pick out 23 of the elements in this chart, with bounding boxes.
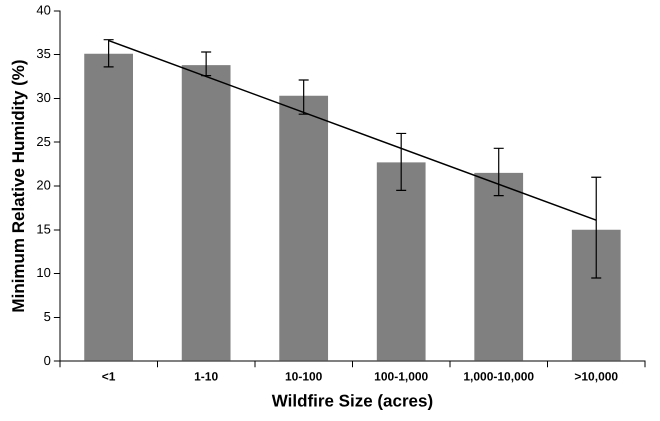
bar bbox=[84, 54, 134, 361]
y-tick-label: 15 bbox=[36, 221, 51, 236]
y-tick-label: 25 bbox=[36, 134, 51, 149]
y-tick-label: 5 bbox=[44, 308, 51, 324]
bar bbox=[572, 230, 621, 361]
x-axis-title: Wildfire Size (acres) bbox=[272, 391, 434, 410]
x-tick-label: 1-10 bbox=[194, 370, 218, 384]
y-tick-label: 20 bbox=[36, 178, 51, 193]
y-tick-label: 40 bbox=[36, 2, 51, 18]
x-tick-label: 10-100 bbox=[284, 370, 323, 384]
y-tick-label: 10 bbox=[36, 265, 51, 280]
bar bbox=[376, 162, 426, 361]
bar bbox=[182, 65, 231, 361]
y-tick-label: 30 bbox=[36, 90, 51, 105]
x-tick-label: 1,000-10,000 bbox=[463, 370, 534, 384]
y-tick-label: 35 bbox=[36, 46, 51, 62]
x-tick-label: <1 bbox=[102, 370, 116, 384]
x-tick-label: >10,000 bbox=[574, 370, 618, 384]
bar bbox=[279, 96, 328, 361]
y-axis-title: Minimum Relative Humidity (%) bbox=[8, 59, 28, 313]
y-tick-label: 0 bbox=[44, 352, 51, 368]
bar bbox=[474, 172, 524, 361]
x-tick-label: 100-1,000 bbox=[374, 370, 429, 384]
